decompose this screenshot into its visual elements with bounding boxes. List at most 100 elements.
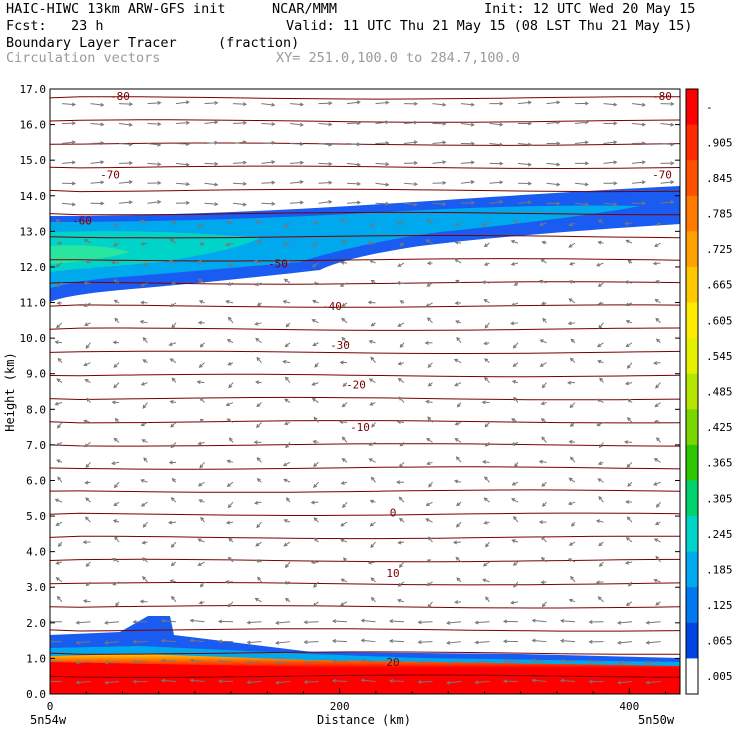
plot-frame: [49, 88, 681, 695]
wind-vector-head: [271, 122, 276, 127]
wind-vector-head: [512, 363, 517, 367]
wind-vector: [304, 641, 319, 643]
wind-vector: [342, 501, 348, 508]
wind-vector-head: [299, 141, 305, 146]
wind-vector-head: [527, 121, 533, 126]
valid-time: Valid: 11 UTC Thu 21 May 15 (08 LST Thu …: [286, 18, 693, 34]
wind-vector: [162, 660, 177, 663]
wind-vector: [540, 362, 547, 367]
wind-vector-head: [142, 404, 147, 409]
wind-vector: [361, 679, 376, 683]
wind-vector-head: [217, 679, 223, 684]
wind-vector: [482, 222, 490, 226]
wind-vector-head: [140, 241, 145, 246]
wind-vector: [90, 161, 104, 164]
field-units: (fraction): [218, 35, 300, 51]
wind-vector-head: [653, 578, 658, 583]
wind-vector-head: [143, 457, 148, 462]
wind-vector: [398, 581, 405, 587]
wind-vector: [232, 103, 247, 105]
wind-vector: [631, 103, 645, 106]
y-tick-label: 8.0: [26, 403, 46, 416]
wind-vector: [118, 201, 132, 204]
wind-vector: [318, 162, 332, 165]
wind-vector-head: [645, 640, 650, 645]
wind-vector-head: [655, 601, 660, 606]
wind-vector-head: [283, 223, 288, 228]
wind-vector: [603, 141, 617, 144]
y-tick-label: 11.0: [20, 297, 47, 310]
wind-vector-head: [185, 100, 190, 105]
wind-vector-head: [510, 302, 516, 307]
wind-vector: [232, 141, 246, 144]
wind-vector: [255, 501, 262, 504]
wind-vector-head: [170, 281, 176, 286]
wind-vector-head: [197, 278, 202, 283]
wind-vector: [653, 481, 661, 486]
wind-vector-head: [613, 181, 618, 186]
wind-vector-head: [246, 640, 251, 645]
wind-vector-head: [311, 382, 316, 386]
wind-vector: [361, 639, 376, 643]
wind-vector-head: [483, 243, 488, 247]
wind-vector-head: [225, 520, 231, 525]
wind-vector-head: [114, 536, 118, 541]
wind-vector-head: [568, 598, 573, 603]
wind-vector-head: [112, 519, 117, 524]
wind-vector-head: [285, 260, 290, 265]
wind-vector: [427, 317, 433, 324]
wind-vector-head: [370, 476, 375, 481]
wind-vector-head: [340, 522, 345, 527]
wind-vector-head: [226, 418, 231, 423]
wind-vector-head: [645, 680, 650, 685]
y-tick-label: 6.0: [26, 474, 46, 487]
wind-vector-head: [75, 640, 80, 645]
wind-vector-head: [427, 363, 432, 368]
wind-vector-head: [568, 222, 573, 227]
wind-vector-head: [341, 336, 346, 341]
wind-vector: [346, 142, 360, 145]
wind-vector-head: [112, 340, 117, 345]
wind-vector-head: [446, 640, 451, 645]
temperature-contour: [50, 119, 680, 123]
wind-vector-head: [399, 517, 404, 522]
wind-vector: [312, 382, 319, 386]
wind-vector-head: [226, 220, 231, 225]
wind-vector: [341, 337, 348, 344]
wind-vector-head: [303, 660, 308, 665]
wind-vector: [318, 201, 332, 204]
wind-vector: [226, 242, 234, 246]
wind-vector-head: [171, 377, 176, 382]
wind-vector-head: [510, 321, 515, 326]
wind-vector-head: [385, 182, 390, 187]
wind-vector: [332, 660, 348, 663]
wind-vector-head: [83, 362, 88, 367]
wind-vector: [256, 357, 262, 364]
wind-vector: [475, 681, 490, 683]
contour-label: -50: [268, 257, 288, 270]
wind-vector: [513, 342, 519, 349]
temperature-contours: [50, 96, 680, 678]
contour-labels: -80 -80 -70 -70 -60 -50 -40 -30 -20 -10 0 10 20: [72, 90, 672, 669]
wind-vector-head: [171, 477, 176, 482]
wind-vector-head: [613, 140, 618, 145]
wind-vector: [261, 181, 275, 184]
y-axis: 0.0 1.0 2.0 3.0 4.0 5.0 6.0 7.0 8.0 9.0 10.0 11.0 12…: [20, 83, 680, 701]
wind-vector-head: [341, 317, 346, 322]
wind-vector-head: [360, 658, 365, 663]
wind-vector: [346, 162, 360, 166]
wind-vector-head: [198, 499, 203, 503]
wind-vector-head: [370, 577, 375, 582]
wind-vector-head: [214, 202, 219, 207]
wind-vector-head: [453, 479, 459, 484]
wind-vector: [568, 558, 576, 563]
wind-vector: [426, 219, 433, 224]
wind-vector: [631, 181, 645, 184]
wind-vector-head: [282, 241, 287, 246]
wind-vector-head: [55, 263, 60, 267]
wind-vector-head: [596, 398, 601, 403]
wind-vector-head: [285, 323, 290, 328]
wind-vector-head: [568, 243, 573, 248]
wind-vector: [517, 162, 531, 166]
wind-vector: [660, 201, 674, 204]
